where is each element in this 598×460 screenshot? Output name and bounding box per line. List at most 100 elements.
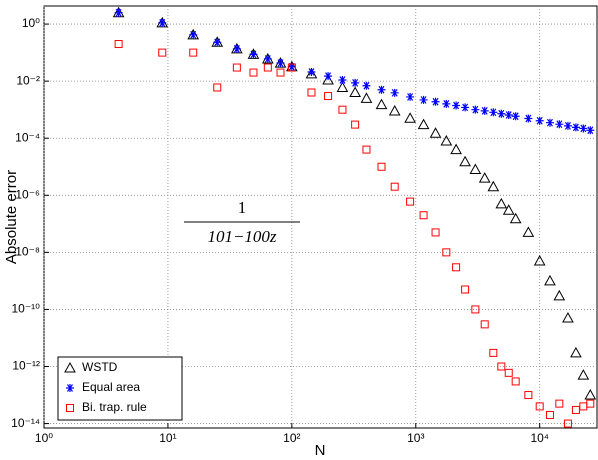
point [377,85,386,94]
point [544,274,556,286]
point [213,83,222,92]
legend-marker [64,361,76,373]
point [577,369,590,380]
point [431,97,440,106]
point [571,123,580,132]
point [511,377,520,386]
point [351,78,360,87]
point [489,348,498,357]
point [545,410,554,419]
legend-marker [66,384,74,392]
point [336,81,349,92]
point [535,116,544,125]
x-tick-label: 10² [283,431,300,445]
y-tick-label: 10⁻¹² [12,359,40,373]
point [535,402,544,411]
y-tick-label: 10⁰ [22,16,40,30]
point [562,311,574,323]
point [504,368,513,377]
point [307,67,316,76]
point [533,254,546,266]
point [404,112,416,123]
point [586,126,595,135]
point [429,127,442,138]
point [440,134,453,146]
x-tick-label: 10¹ [159,431,176,445]
point [584,389,597,400]
point [442,248,451,257]
point [338,105,347,114]
point [419,211,428,220]
point [390,88,399,97]
point [504,111,513,120]
point [524,391,533,400]
point [158,18,167,27]
point [489,108,498,117]
point [377,162,386,171]
point [478,172,491,183]
point [276,68,285,77]
point [459,155,471,167]
point [461,103,470,112]
x-tick-label: 10⁴ [530,431,549,445]
legend-label: Equal area [82,380,140,394]
point [586,399,595,408]
point [249,50,258,59]
point [390,182,399,191]
point [563,121,572,130]
point [524,114,533,123]
point [324,72,333,81]
point [349,86,361,98]
point [419,95,428,104]
point [114,8,123,17]
point [495,197,508,209]
point [287,62,296,71]
point [189,30,198,39]
point [452,263,461,272]
legend-box [57,356,183,421]
point [471,105,480,114]
point [522,226,535,237]
y-tick-label: 10⁻⁴ [15,130,40,144]
point [360,92,373,103]
point [276,59,285,68]
point [287,63,296,72]
point [471,305,480,314]
point [351,120,360,129]
point [555,399,564,408]
legend-label: Bi. trap. rule [82,400,147,414]
point [406,92,415,101]
point [570,346,582,358]
point [232,63,241,72]
point [431,228,440,237]
point [263,63,272,72]
point [563,419,572,428]
legend-marker [66,404,74,412]
point [338,75,347,84]
point [450,143,462,155]
point [189,48,198,57]
point [263,54,272,63]
point [417,118,430,130]
point [249,68,258,77]
point [158,48,167,57]
y-tick-label: 10⁻⁸ [15,245,40,259]
point [509,212,522,224]
legend-label: WSTD [82,360,118,374]
point [553,289,566,301]
point [305,67,318,79]
point [497,362,506,371]
point [502,204,515,215]
point [461,285,470,294]
point [487,180,500,192]
point [545,118,554,127]
point [362,81,371,90]
y-tick-label: 10⁻⁶ [15,187,40,201]
formula-denominator: 101−100z [207,227,276,246]
point [388,104,401,116]
y-axis-label: Absolute error [3,170,20,264]
point [497,109,506,118]
point [511,112,520,121]
point [452,101,461,110]
